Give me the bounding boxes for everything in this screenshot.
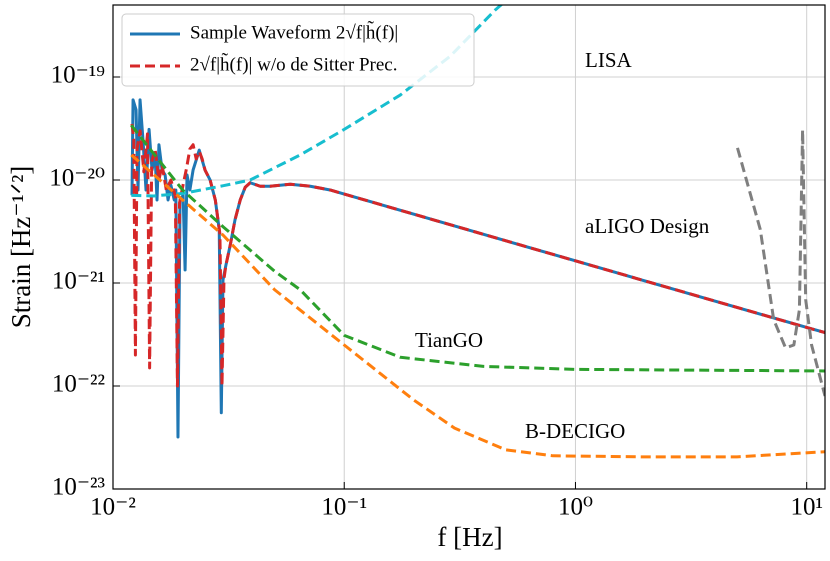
y-tick-label: 10⁻¹⁹: [51, 62, 105, 89]
annotation: aLIGO Design: [585, 214, 710, 238]
axes-frame: [112, 4, 826, 490]
annotation: LISA: [585, 48, 633, 72]
y-tick-label: 10⁻²⁰: [49, 165, 105, 192]
legend: Sample Waveform 2√f|h̃(f)| 2√f|h̃(f)| w/o…: [121, 13, 475, 87]
y-tick-label: 10⁻²¹: [52, 268, 105, 295]
series-line: [130, 153, 825, 459]
x-tick-label: 10⁰: [558, 494, 593, 521]
ticks: 10⁻² 10⁻¹ 10⁰ 10¹ 10⁻²³ 10⁻²² 10⁻²¹ 10⁻²⁰ 10⁻¹⁹: [49, 62, 823, 521]
series-line: [130, 124, 825, 373]
legend-label: Sample Waveform 2√f|h̃(f)|: [190, 20, 398, 43]
x-axis-label: f [Hz]: [437, 522, 502, 552]
y-axis-label: Strain [Hz⁻¹ᐟ²]: [6, 166, 36, 329]
x-tick-label: 10⁻¹: [321, 494, 367, 521]
annotation: B-DECIGO: [525, 419, 625, 443]
x-tick-label: 10¹: [790, 494, 823, 521]
annotation: TianGO: [415, 328, 483, 352]
y-tick-label: 10⁻²³: [52, 474, 106, 501]
x-tick-label: 10⁻²: [90, 494, 136, 521]
y-tick-label: 10⁻²²: [52, 371, 105, 398]
legend-box: [121, 13, 475, 87]
legend-label: 2√f|h̃(f)| w/o de Sitter Prec.: [190, 52, 397, 75]
series-line: [736, 128, 825, 397]
